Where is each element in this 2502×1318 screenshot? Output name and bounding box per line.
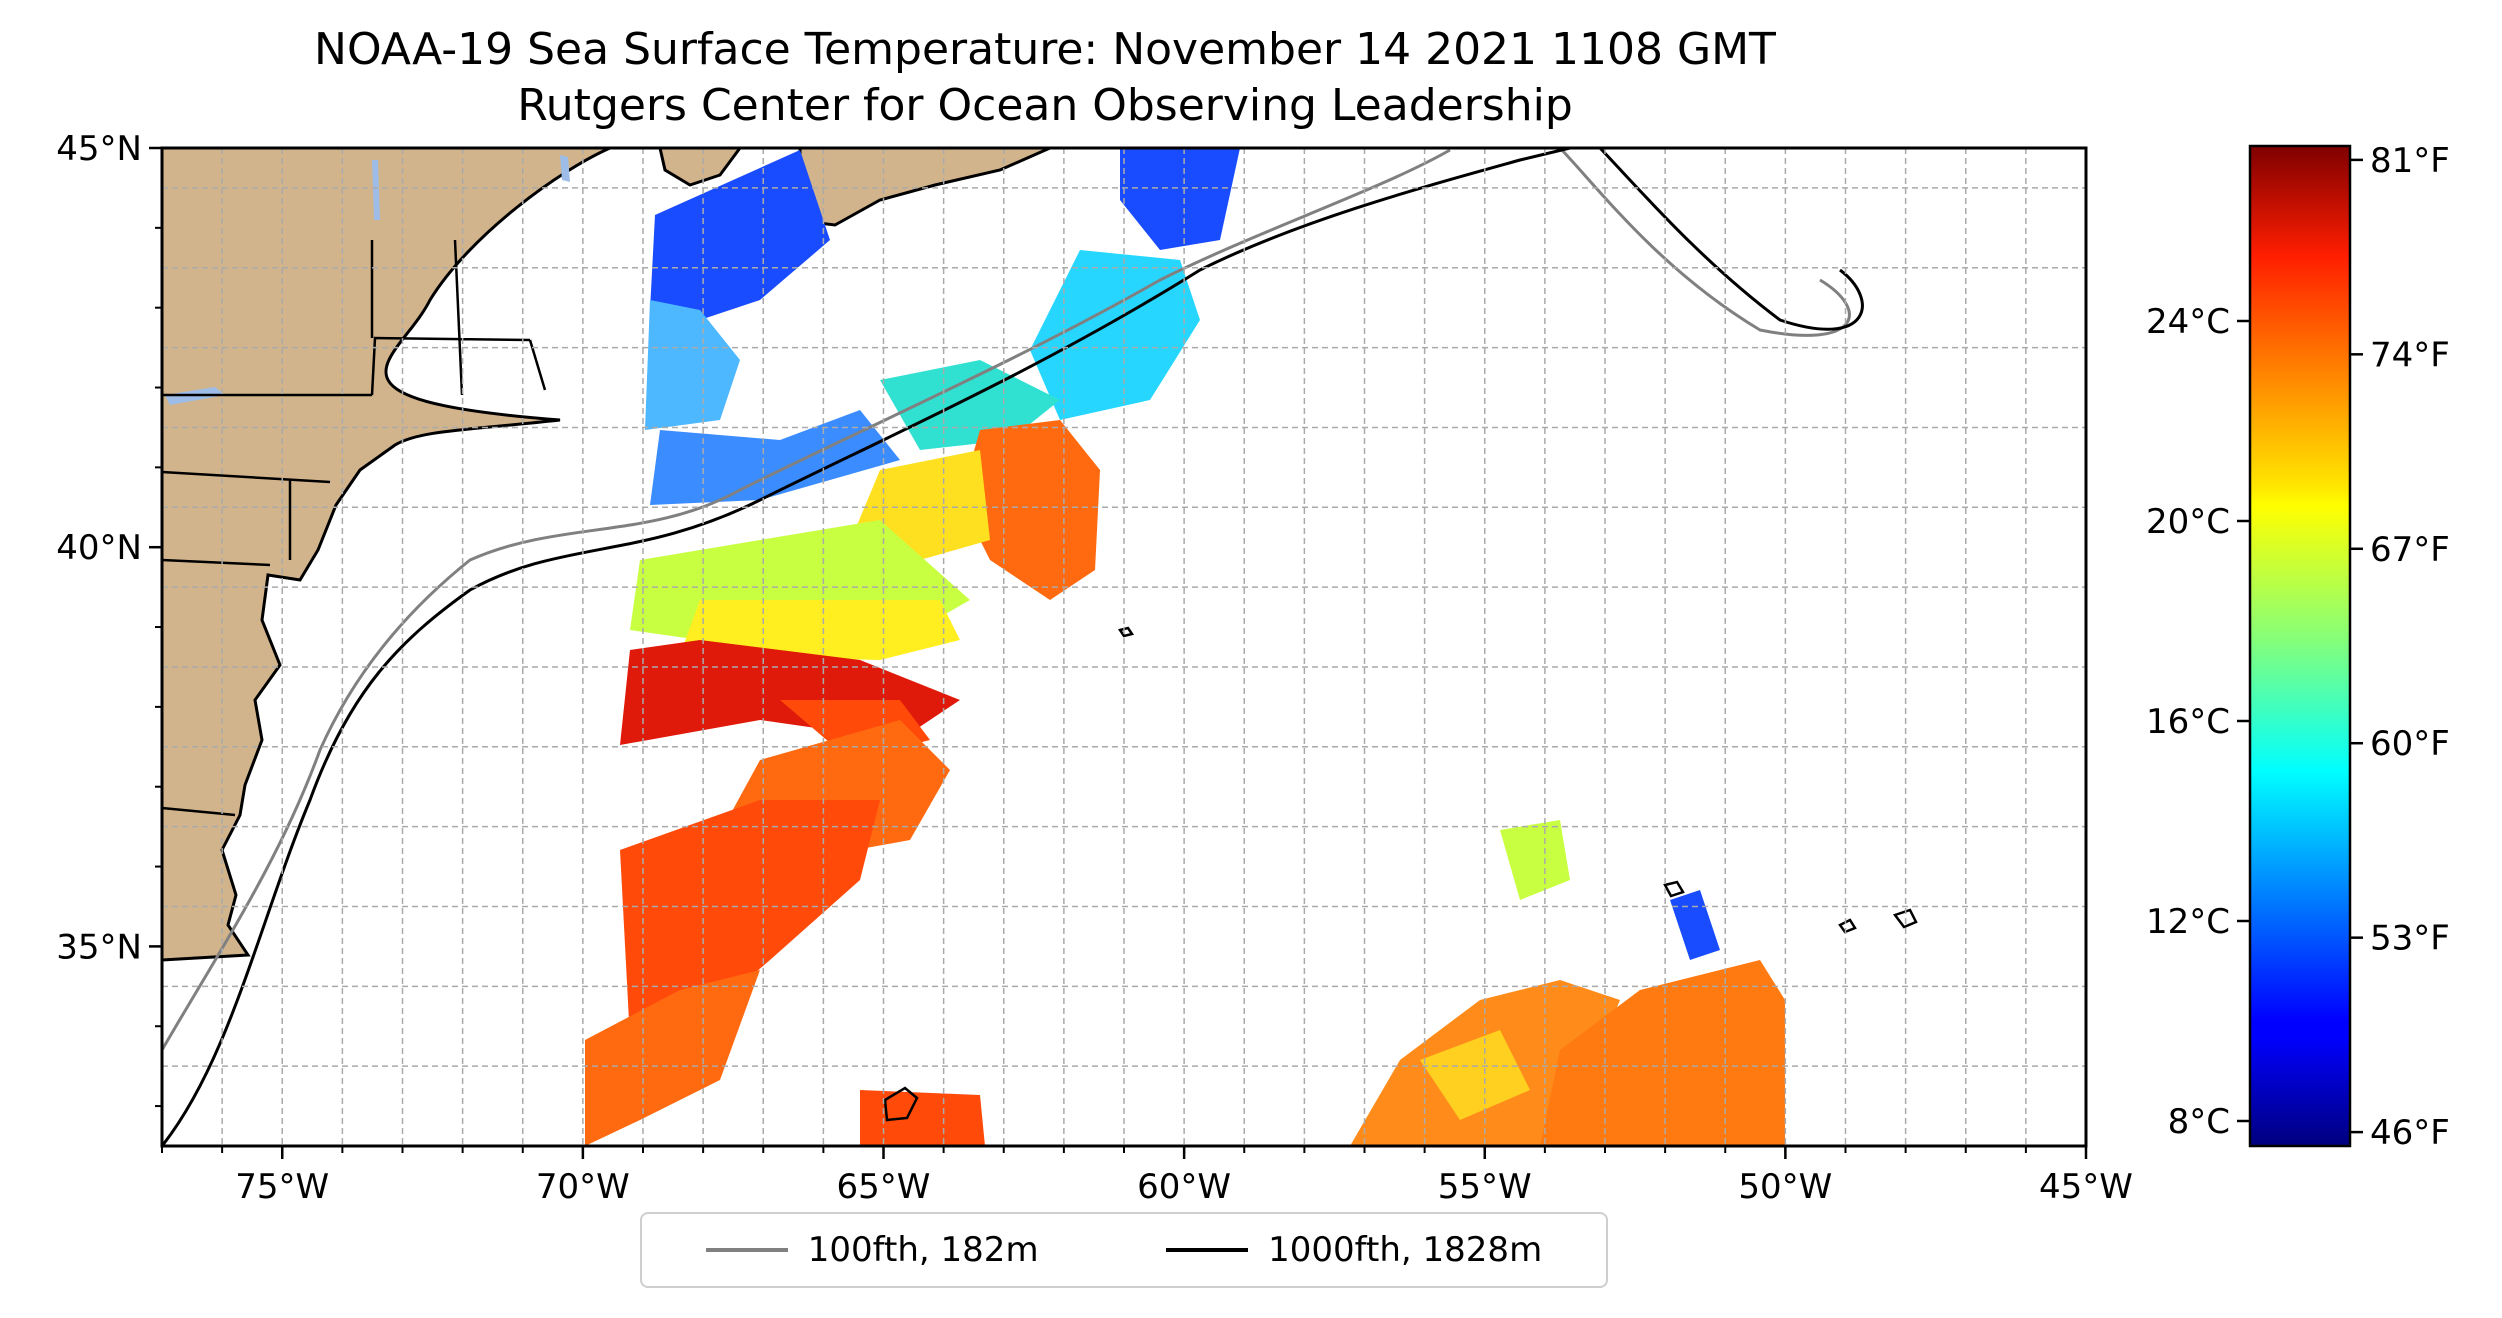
sst-patch	[1030, 250, 1200, 420]
lat-tick-label: 40°N	[56, 528, 142, 568]
axis-ticks: 75°W 70°W 65°W 60°W 55°W 50°W 45°W 45°N 40°N 35°N	[56, 129, 2133, 1207]
colorbar	[2248, 144, 2352, 1148]
isobath-legend: 100fth, 182m 1000fth, 1828m	[640, 1212, 1608, 1288]
colorbar-fahrenheit-label: 67°F	[2370, 530, 2450, 570]
sst-patch	[645, 300, 740, 430]
seamount	[1117, 626, 1135, 638]
legend-label: 100fth, 182m	[807, 1230, 1039, 1270]
land-north-america	[162, 148, 611, 962]
seamount	[1838, 918, 1857, 934]
legend-item-1000fth: 1000fth, 1828m	[1166, 1230, 1542, 1270]
lon-tick-label: 55°W	[1438, 1167, 1532, 1207]
land-nova-scotia	[798, 148, 1051, 227]
map-title: NOAA-19 Sea Surface Temperature: Novembe…	[314, 24, 1776, 75]
colorbar-fahrenheit-label: 60°F	[2370, 724, 2450, 764]
sst-patch	[650, 410, 900, 505]
lon-tick-label: 45°W	[2039, 1167, 2133, 1207]
sst-patch	[1120, 148, 1240, 250]
legend-label: 1000fth, 1828m	[1268, 1230, 1543, 1270]
lake	[372, 160, 380, 220]
map-content	[162, 148, 1918, 1146]
sst-patch	[585, 970, 760, 1146]
sst-patch	[650, 150, 830, 320]
lat-tick-label: 35°N	[56, 927, 142, 967]
sst-patch	[1540, 960, 1785, 1146]
lon-tick-label: 75°W	[235, 1167, 329, 1207]
colorbar-ticks: 8°C 12°C 16°C 20°C 24°C 46°F 53°F 60°F 67°F 74°F 8…	[2146, 141, 2450, 1153]
legend-line-gray	[705, 1248, 788, 1252]
lon-tick-label: 65°W	[837, 1167, 931, 1207]
map-subtitle: Rutgers Center for Ocean Observing Leade…	[517, 80, 1573, 131]
sst-patch	[960, 420, 1100, 600]
lon-tick-label: 50°W	[1738, 1167, 1832, 1207]
colorbar-celsius-label: 12°C	[2146, 902, 2230, 942]
sst-patch	[860, 1090, 985, 1146]
lon-tick-label: 70°W	[536, 1167, 630, 1207]
isobath-1000fth	[162, 148, 1864, 1146]
seamount	[883, 1086, 919, 1122]
lake	[560, 155, 570, 182]
lat-tick-label: 45°N	[56, 129, 142, 169]
state-borders	[162, 239, 547, 817]
colorbar-celsius-label: 24°C	[2146, 302, 2230, 342]
colorbar-fahrenheit-label: 74°F	[2370, 335, 2450, 375]
colorbar-celsius-label: 16°C	[2146, 702, 2230, 742]
colorbar-fahrenheit-label: 53°F	[2370, 919, 2450, 959]
colorbar-celsius-label: 20°C	[2146, 502, 2230, 542]
legend-item-100fth: 100fth, 182m	[705, 1230, 1039, 1270]
colorbar-fahrenheit-label: 46°F	[2370, 1113, 2450, 1153]
land-nova-scotia-upper	[658, 148, 742, 187]
sst-patch	[1670, 890, 1720, 960]
sst-patch	[680, 600, 960, 660]
sst-patch	[620, 800, 880, 1040]
colorbar-fahrenheit-label: 81°F	[2370, 141, 2450, 181]
seamount	[1663, 880, 1685, 898]
sst-patch	[1500, 820, 1570, 900]
sst-patch	[1420, 1030, 1530, 1120]
lon-tick-label: 60°W	[1137, 1167, 1231, 1207]
colorbar-celsius-label: 8°C	[2168, 1102, 2230, 1142]
legend-line-black	[1166, 1248, 1249, 1252]
